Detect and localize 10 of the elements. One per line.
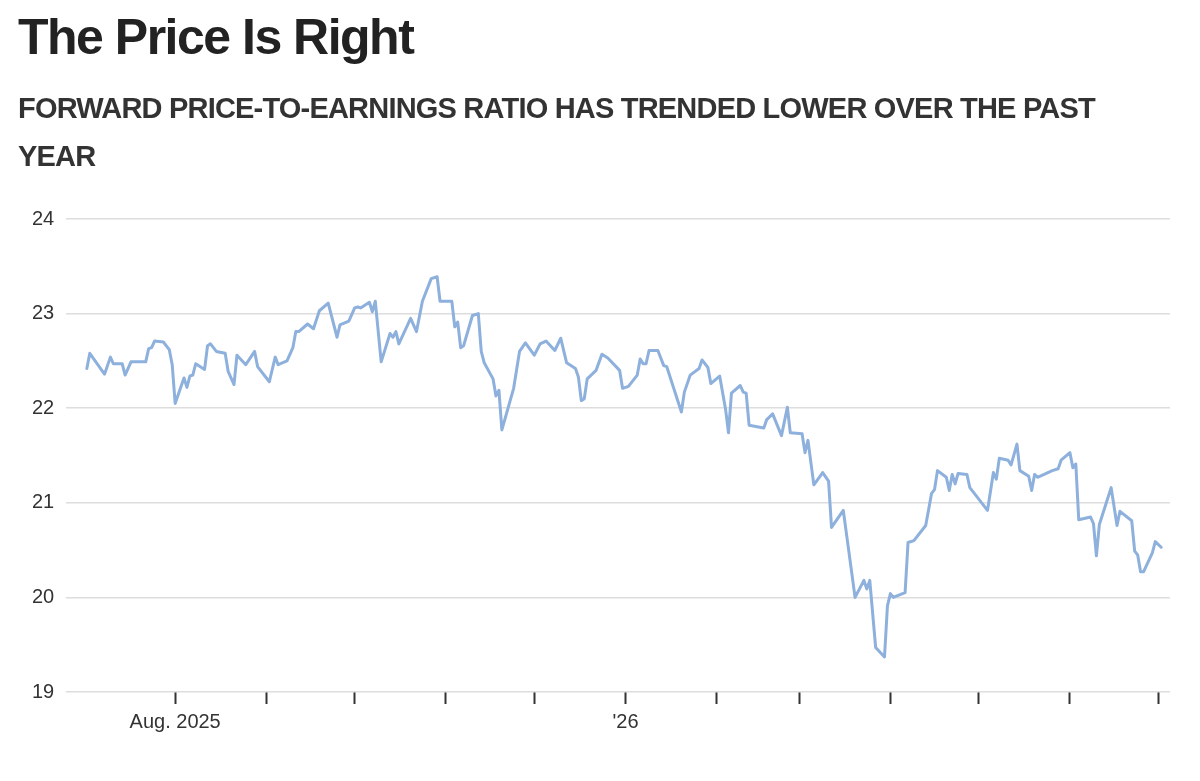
y-tick-label: 20 xyxy=(32,584,55,607)
chart-subtitle: FORWARD PRICE-TO-EARNINGS RATIO HAS TRENDED LOWER OVER THE PAST YEAR xyxy=(18,91,1097,174)
y-tick-label: 24 xyxy=(32,206,55,229)
y-tick-label: 19 xyxy=(32,679,55,702)
y-tick-label: 22 xyxy=(32,395,55,418)
x-tick-label: '26 xyxy=(612,709,639,732)
y-tick-label: 23 xyxy=(32,301,55,324)
chart-title: The Price Is Right xyxy=(18,8,414,66)
y-tick-label: 21 xyxy=(32,490,55,513)
x-tick-label: Aug. 2025 xyxy=(129,709,221,732)
